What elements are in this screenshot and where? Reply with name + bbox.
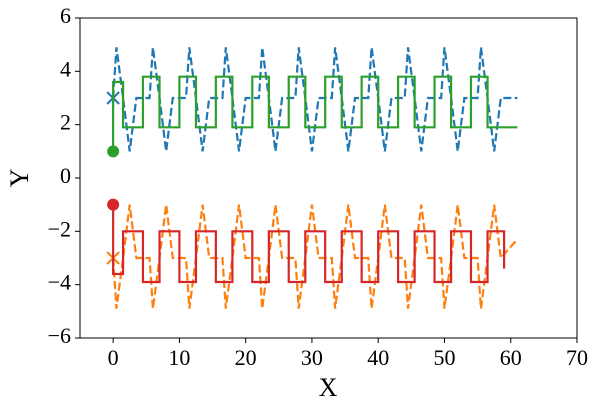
x-tick-label: 30 bbox=[301, 345, 323, 370]
y-tick-label: −2 bbox=[48, 216, 71, 241]
x-tick-label: 40 bbox=[367, 345, 389, 370]
series-line bbox=[112, 204, 519, 309]
x-tick-label: 60 bbox=[500, 345, 522, 370]
y-tick-label: 6 bbox=[60, 3, 71, 28]
x-tick-label: 20 bbox=[235, 345, 257, 370]
series-line bbox=[112, 75, 518, 152]
y-tick-label: 4 bbox=[60, 56, 71, 81]
y-tick-label: −4 bbox=[48, 270, 71, 295]
series-line bbox=[112, 47, 518, 152]
y-tick-label: 2 bbox=[60, 110, 71, 135]
y-axis-label: Y bbox=[5, 168, 34, 187]
x-axis-label: X bbox=[319, 373, 338, 402]
x-tick-label: 0 bbox=[108, 345, 119, 370]
x-tick-label: 70 bbox=[566, 345, 588, 370]
x-tick-label: 10 bbox=[168, 345, 190, 370]
y-tick-label: 0 bbox=[60, 163, 71, 188]
start-marker bbox=[107, 198, 120, 211]
start-marker bbox=[107, 145, 120, 158]
series-line bbox=[112, 204, 506, 284]
y-tick-label: −6 bbox=[48, 323, 71, 348]
x-tick-label: 50 bbox=[433, 345, 455, 370]
